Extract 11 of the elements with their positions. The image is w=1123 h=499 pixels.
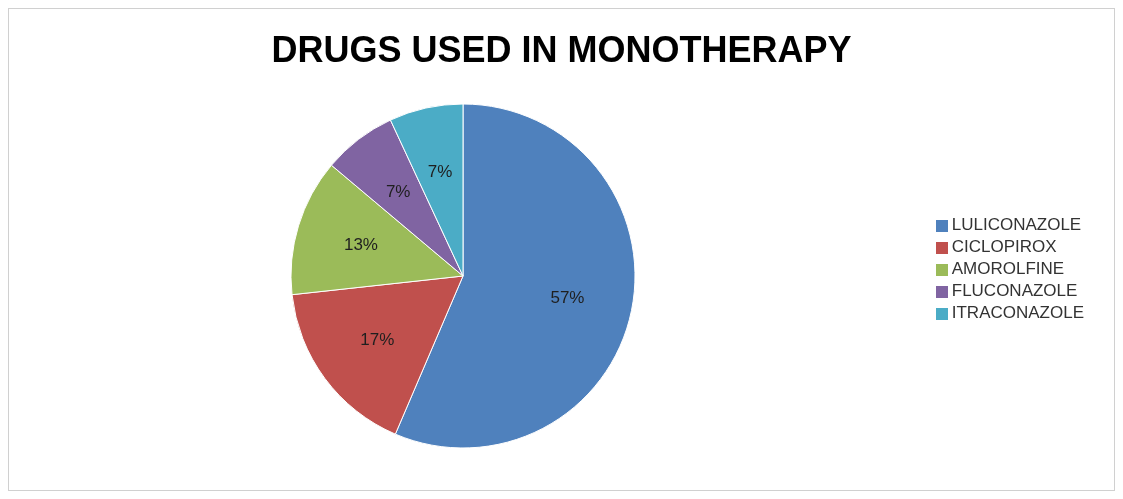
data-label: 17% [360,329,395,349]
chart-title: DRUGS USED IN MONOTHERAPY [270,29,853,71]
legend-label: LULICONAZOLE [951,215,1082,234]
data-label: 7% [427,162,453,182]
data-label: 7% [385,181,411,201]
legend-label: CICLOPIROX [951,237,1057,256]
legend-label: AMOROLFINE [951,259,1065,278]
data-label: 57% [550,287,585,307]
data-label: 13% [343,235,378,255]
legend-label: ITRACONAZOLE [951,303,1084,322]
legend-label: FLUCONAZOLE [951,281,1078,300]
